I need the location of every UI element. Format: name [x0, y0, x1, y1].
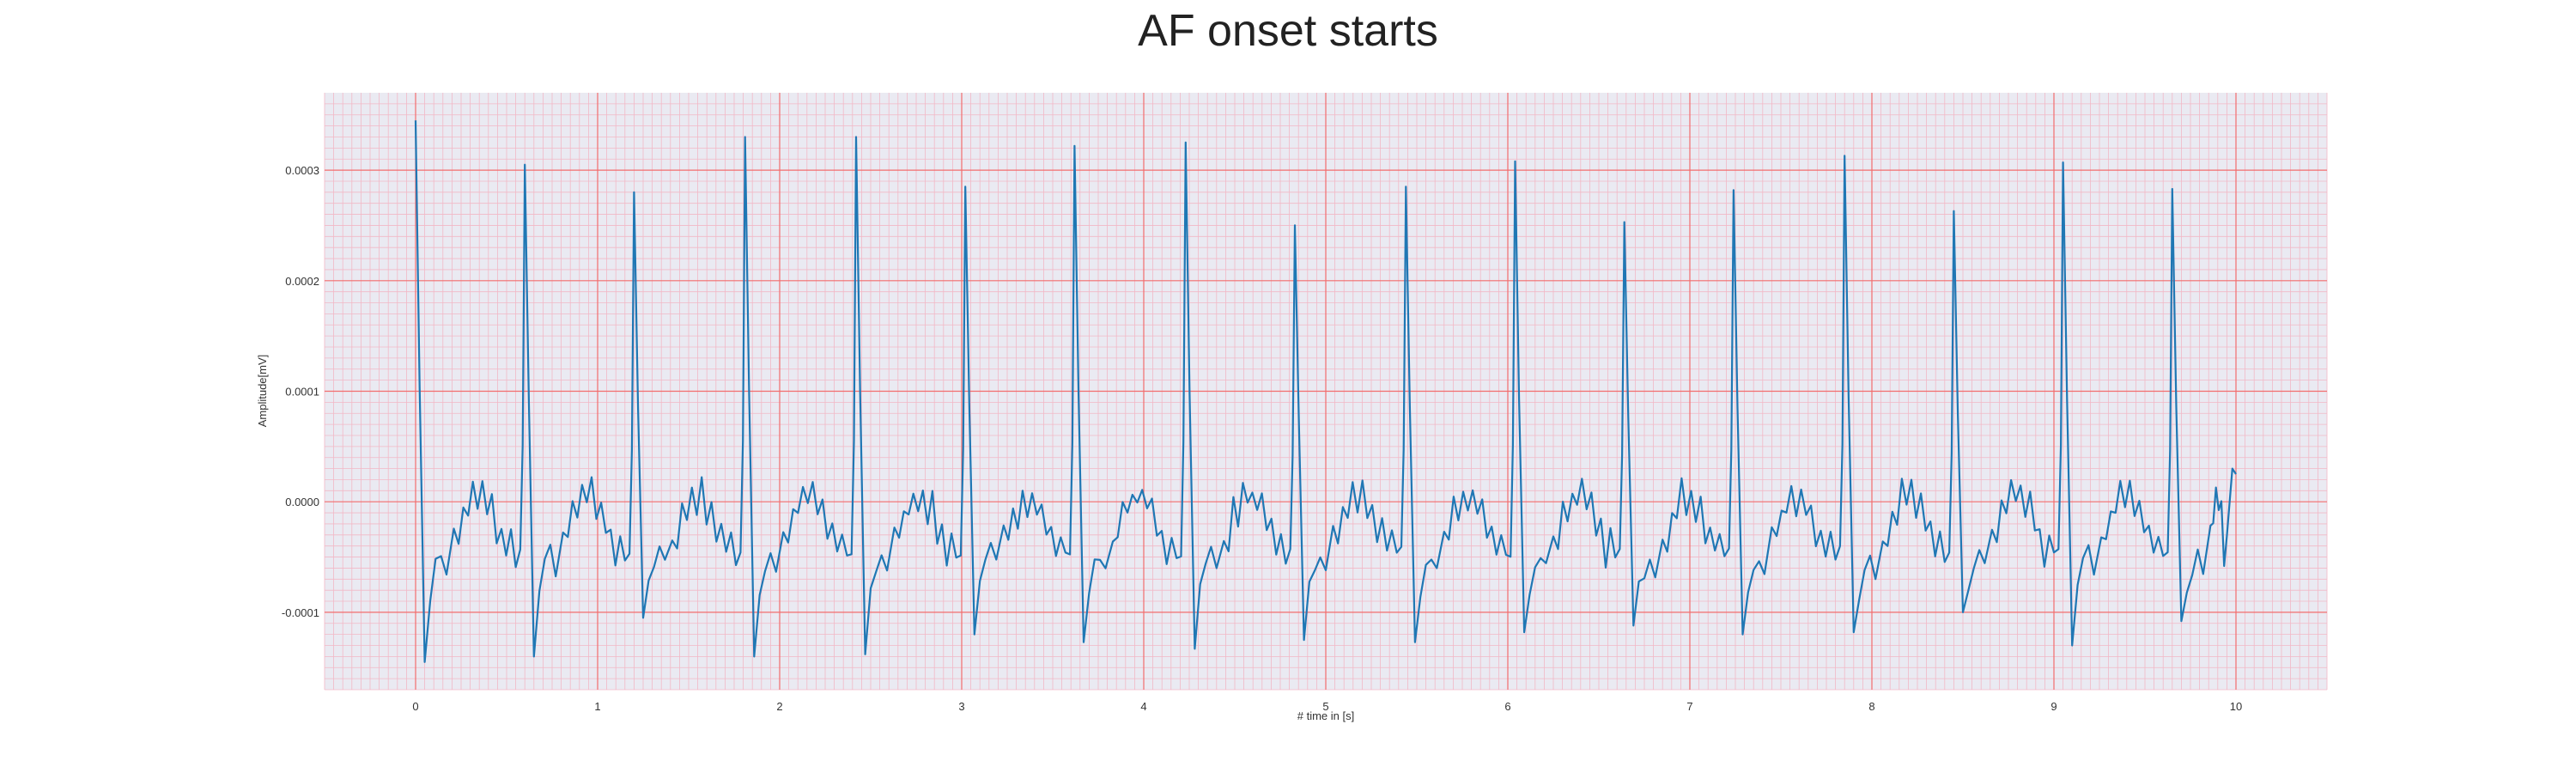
x-tick-label: 9 [2050, 700, 2057, 713]
x-tick-label: 3 [958, 700, 964, 713]
x-tick-label: 0 [412, 700, 418, 713]
chart-title: AF onset starts [1138, 6, 1438, 56]
x-tick-label: 5 [1322, 700, 1328, 713]
x-tick-label: 6 [1504, 700, 1510, 713]
major-grid [325, 93, 2327, 690]
ecg-series-line [414, 120, 2237, 663]
series-layer [414, 120, 2237, 663]
x-tick-labels: 0 1 2 3 4 5 6 7 8 9 10 [412, 700, 2242, 713]
y-axis-label: Amplitude[mV] [256, 355, 269, 428]
x-tick-label: 1 [594, 700, 600, 713]
y-tick-label: 0.0000 [285, 496, 319, 508]
x-tick-label: 8 [1868, 700, 1874, 713]
y-tick-label: -0.0001 [282, 606, 319, 619]
x-tick-label: 7 [1686, 700, 1692, 713]
y-tick-label: 0.0001 [285, 386, 319, 399]
y-tick-label: 0.0002 [285, 275, 319, 288]
x-axis-label: # time in [s] [1297, 709, 1354, 722]
x-tick-label: 2 [776, 700, 782, 713]
y-tick-labels: -0.0001 0.0000 0.0001 0.0002 0.0003 [282, 164, 319, 619]
y-tick-label: 0.0003 [285, 164, 319, 177]
x-tick-label: 10 [2230, 700, 2242, 713]
x-tick-label: 4 [1140, 700, 1146, 713]
